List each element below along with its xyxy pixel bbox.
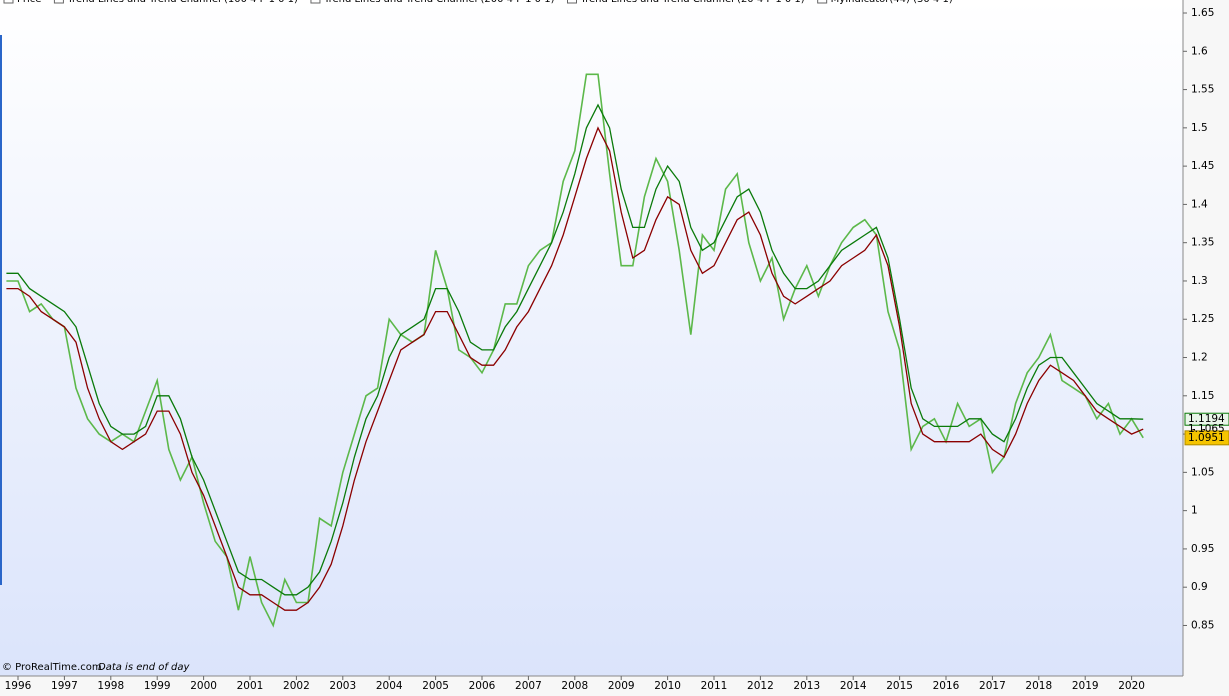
y-tick-label: 1.15	[1191, 390, 1214, 402]
x-tick-label: 2009	[608, 680, 635, 692]
header-box	[567, 0, 577, 4]
header-box	[310, 0, 321, 4]
y-tick-label: 1.25	[1191, 313, 1214, 325]
x-tick-label: 2005	[422, 680, 449, 692]
header-item: Trend Lines and Trend Channel (200 4 F 1…	[323, 0, 555, 5]
x-tick-label: 2008	[561, 680, 588, 692]
header-item: Trend Lines and Trend Channel (100 4 F 1…	[66, 0, 298, 5]
y-tick-label: 1.65	[1191, 7, 1214, 19]
header-item: MyIndicator(44) (30 4 1)	[831, 0, 953, 5]
x-tick-label: 2012	[747, 680, 774, 692]
x-tick-label: 2013	[793, 680, 820, 692]
y-tick-label: 1	[1191, 505, 1198, 517]
header-box	[53, 0, 64, 4]
y-tick-label: 1.2	[1191, 352, 1208, 364]
x-tick-label: 2020	[1118, 680, 1145, 692]
series-line	[6, 126, 1144, 611]
x-tick-label: 2004	[376, 680, 403, 692]
y-tick-label: 1.35	[1191, 237, 1214, 249]
x-tick-label: 2002	[283, 680, 310, 692]
x-tick-label: 2015	[886, 680, 913, 692]
x-tick-label: 2003	[329, 680, 356, 692]
x-tick-label: 2011	[701, 680, 728, 692]
x-axis-area	[0, 676, 1183, 696]
y-tick-label: 1.55	[1191, 84, 1214, 96]
last-value-label: 1.1065	[1188, 423, 1225, 435]
x-tick-label: 1996	[5, 680, 32, 692]
x-tick-label: 2007	[515, 680, 542, 692]
y-tick-label: 1.05	[1191, 466, 1214, 478]
x-tick-label: 2018	[1025, 680, 1052, 692]
x-tick-label: 1997	[51, 680, 78, 692]
series-line	[6, 103, 1144, 596]
y-tick-label: 0.9	[1191, 581, 1208, 593]
x-tick-label: 2019	[1072, 680, 1099, 692]
header-box	[3, 0, 14, 4]
x-tick-label: 2006	[469, 680, 496, 692]
source: © ProRealTime.com	[2, 662, 102, 673]
header-box	[817, 0, 828, 4]
x-tick-label: 1998	[97, 680, 124, 692]
y-tick-label: 0.95	[1191, 543, 1214, 555]
y-tick-label: 0.85	[1191, 619, 1214, 631]
y-tick-label: 1.3	[1191, 275, 1208, 287]
y-axis-area	[1183, 0, 1229, 696]
last-value-label: 1.0951	[1188, 432, 1225, 444]
last-value-box	[1184, 430, 1229, 446]
y-tick-label: 1.6	[1191, 45, 1208, 57]
note: Data is end of day	[98, 662, 191, 673]
x-tick-label: 1999	[144, 680, 171, 692]
x-tick-label: 2000	[190, 680, 217, 692]
plot-background	[0, 0, 1183, 676]
x-tick-label: 2016	[933, 680, 960, 692]
x-tick-label: 2014	[840, 680, 867, 692]
y-tick-label: 1.4	[1191, 198, 1208, 210]
last-value-label: 1.1194	[1188, 413, 1225, 425]
header-item: Trend Lines and Trend Channel (20 4 F 1 …	[580, 0, 805, 5]
series-line	[6, 73, 1144, 628]
x-tick-label: 2010	[654, 680, 681, 692]
header-item: Price	[17, 0, 41, 5]
x-tick-label: 2017	[979, 680, 1006, 692]
y-tick-label: 1.45	[1191, 160, 1214, 172]
last-value-box	[1184, 412, 1229, 426]
x-tick-label: 2001	[237, 680, 264, 692]
header: Price Trend Lines and Trend Channel (100 …	[3, 0, 953, 5]
y-tick-label: 1.5	[1191, 122, 1208, 134]
